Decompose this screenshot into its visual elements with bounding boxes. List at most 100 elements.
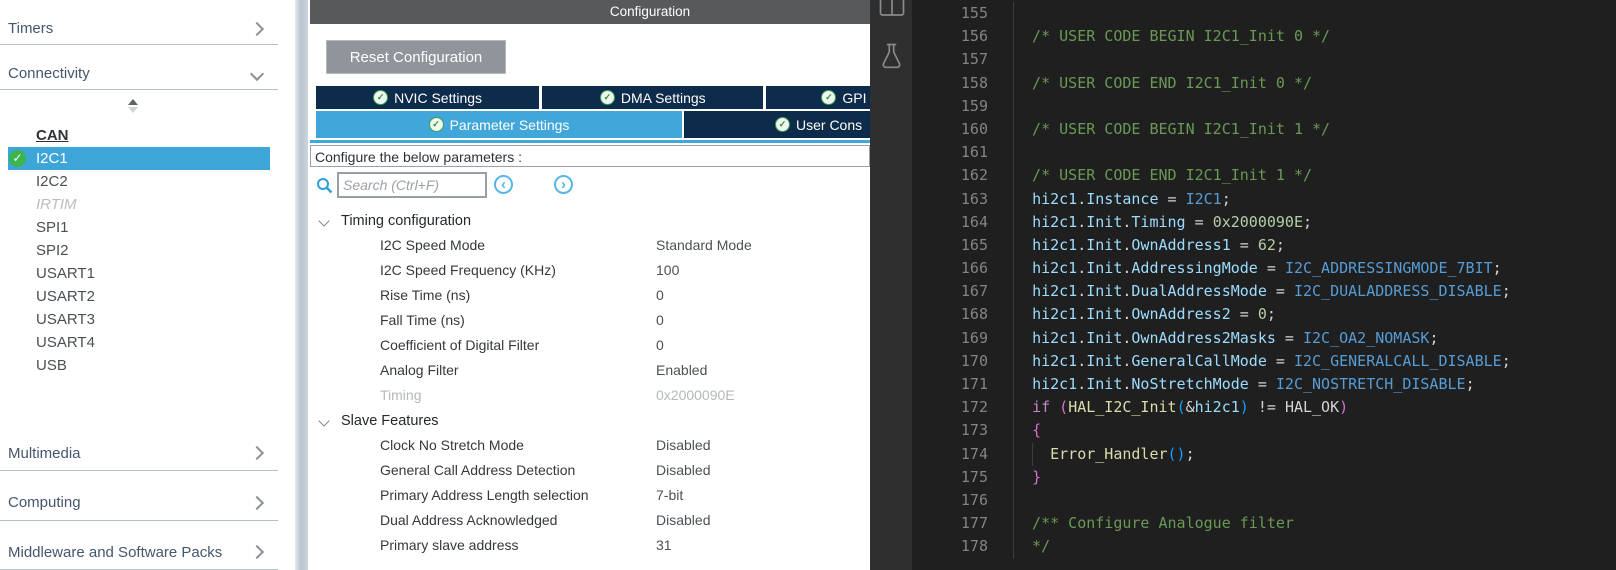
- code-text: hi2c1.Init.DualAddressMode = I2C_DUALADD…: [1013, 280, 1616, 304]
- sidebar-item-label: USART2: [36, 288, 95, 305]
- param-value[interactable]: Disabled: [656, 512, 711, 528]
- tabs-row-2: ✓ Parameter Settings ✓ User Cons: [316, 111, 870, 138]
- tab-label: User Cons: [796, 116, 863, 133]
- param-value[interactable]: Standard Mode: [656, 237, 752, 253]
- code-line: 166 hi2c1.Init.AddressingMode = I2C_ADDR…: [912, 257, 1616, 281]
- param-value[interactable]: Enabled: [656, 362, 708, 378]
- flask-icon[interactable]: [880, 42, 903, 72]
- sidebar-item-usb[interactable]: USB: [8, 354, 270, 377]
- sidebar-section-computing[interactable]: Computing: [0, 485, 278, 521]
- code-text: [1013, 488, 1616, 513]
- tab-dma-settings[interactable]: ✓ DMA Settings: [542, 86, 764, 109]
- line-number: 171: [960, 375, 988, 393]
- param-value[interactable]: 7-bit: [656, 487, 684, 503]
- search-input[interactable]: [337, 172, 487, 198]
- code-text: hi2c1.Instance = I2C1;: [1013, 187, 1616, 211]
- code-editor[interactable]: 155 156 /* USER CODE BEGIN I2C1_Init 0 */…: [912, 0, 1616, 570]
- code-text: hi2c1.Init.OwnAddress2Masks = I2C_OA2_NO…: [1013, 326, 1616, 350]
- code-text: hi2c1.Init.OwnAddress1 = 62;: [1013, 233, 1616, 258]
- search-next-button[interactable]: ›: [554, 175, 573, 194]
- tab-user-cons[interactable]: ✓ User Cons: [684, 111, 870, 138]
- sidebar-item-i2c1[interactable]: ✓ I2C1: [8, 147, 270, 170]
- sidebar-item-usart4[interactable]: USART4: [8, 331, 270, 354]
- code-line: 175 }: [912, 465, 1616, 489]
- section-label: Multimedia: [8, 444, 81, 462]
- param-group-timing-configuration[interactable]: Timing configuration: [310, 208, 870, 233]
- parameters-header: Configure the below parameters :: [310, 145, 870, 167]
- line-number: 177: [960, 514, 988, 533]
- tab-check-icon: ✓: [428, 117, 444, 132]
- split-editor-icon[interactable]: [879, 0, 905, 19]
- param-value[interactable]: 31: [656, 537, 672, 553]
- line-number: 178: [960, 537, 988, 556]
- sidebar-section-multimedia[interactable]: Multimedia: [0, 436, 278, 471]
- param-group-label: Slave Features: [341, 412, 439, 429]
- tab-nvic-settings[interactable]: ✓ NVIC Settings: [316, 86, 540, 109]
- sidebar-item-irtim[interactable]: IRTIM: [8, 193, 270, 216]
- param-row: Timing 0x2000090E: [310, 383, 870, 408]
- line-number: 161: [960, 143, 988, 162]
- tab-gpi[interactable]: ✓ GPI: [766, 86, 870, 109]
- code-text: [1013, 48, 1616, 72]
- sidebar-item-usart3[interactable]: USART3: [8, 308, 270, 331]
- code-text: hi2c1.Init.Timing = 0x2000090E;: [1013, 210, 1616, 234]
- param-value[interactable]: 0: [656, 337, 664, 353]
- code-text: hi2c1.Init.AddressingMode = I2C_ADDRESSI…: [1013, 257, 1616, 281]
- param-value[interactable]: Disabled: [656, 462, 711, 478]
- chevron-down-icon: [249, 66, 265, 81]
- tab-check-icon: ✓: [775, 117, 790, 132]
- search-prev-button[interactable]: ‹: [494, 175, 513, 194]
- panel-splitter[interactable]: [295, 0, 308, 570]
- param-row: Clock No Stretch Mode Disabled: [310, 433, 870, 458]
- sort-toggle[interactable]: [0, 90, 278, 124]
- sidebar-item-usart1[interactable]: USART1: [8, 262, 270, 285]
- tab-check-icon: ✓: [599, 90, 615, 105]
- settings-tabs: ✓ NVIC Settings ✓ DMA Settings ✓ GPI ✓ Paramet…: [316, 86, 870, 138]
- line-number: 174: [960, 444, 988, 463]
- sidebar-item-can[interactable]: CAN: [8, 124, 270, 147]
- code-line: 176: [912, 488, 1616, 513]
- code-line: 173 {: [912, 419, 1616, 443]
- param-label: Coefficient of Digital Filter: [380, 337, 540, 353]
- code-line: 171 hi2c1.Init.NoStretchMode = I2C_NOSTR…: [912, 373, 1616, 397]
- param-value[interactable]: 0: [656, 312, 664, 328]
- code-text: /* USER CODE BEGIN I2C1_Init 0 */: [1013, 25, 1616, 49]
- line-number: 157: [960, 50, 988, 69]
- sidebar-item-label: I2C2: [36, 173, 68, 190]
- tab-parameter-settings[interactable]: ✓ Parameter Settings: [316, 111, 682, 138]
- sidebar-section-connectivity[interactable]: Connectivity: [0, 58, 278, 90]
- code-line: 157: [912, 48, 1616, 72]
- sidebar-item-label: USB: [36, 357, 67, 374]
- sidebar-item-label: SPI1: [36, 219, 69, 236]
- param-value[interactable]: 0: [656, 287, 664, 303]
- line-number: 172: [960, 398, 988, 417]
- param-group-slave-features[interactable]: Slave Features: [310, 408, 870, 433]
- code-text: [1013, 2, 1616, 26]
- param-label: I2C Speed Frequency (KHz): [380, 262, 556, 278]
- sidebar-section-timers[interactable]: Timers: [0, 13, 278, 45]
- chevron-down-icon: [318, 214, 330, 227]
- tab-check-icon: ✓: [373, 90, 389, 105]
- search-icon: [317, 177, 333, 193]
- param-label: Primary slave address: [380, 537, 519, 553]
- tab-label: Parameter Settings: [449, 116, 570, 133]
- param-label: Dual Address Acknowledged: [380, 512, 558, 528]
- param-value[interactable]: Disabled: [656, 437, 711, 453]
- param-row: Primary slave address 31: [310, 533, 870, 558]
- sidebar-section-middleware[interactable]: Middleware and Software Packs: [0, 535, 278, 570]
- sidebar-item-i2c2[interactable]: I2C2: [8, 170, 270, 193]
- code-text: Error_Handler();: [1013, 442, 1616, 466]
- sidebar-item-spi1[interactable]: SPI1: [8, 216, 270, 239]
- line-number: 176: [960, 490, 988, 509]
- code-line: 178 */: [912, 535, 1616, 559]
- sidebar-item-label: SPI2: [36, 242, 69, 259]
- line-number: 167: [960, 282, 988, 301]
- sidebar-item-usart2[interactable]: USART2: [8, 285, 270, 308]
- chevron-right-icon: [249, 445, 265, 461]
- code-text: /* USER CODE END I2C1_Init 0 */: [1013, 71, 1616, 95]
- tabs-row-1: ✓ NVIC Settings ✓ DMA Settings ✓ GPI: [316, 86, 870, 109]
- sidebar-item-spi2[interactable]: SPI2: [8, 239, 270, 262]
- reset-configuration-button[interactable]: Reset Configuration: [326, 40, 506, 74]
- param-value[interactable]: 100: [656, 262, 680, 278]
